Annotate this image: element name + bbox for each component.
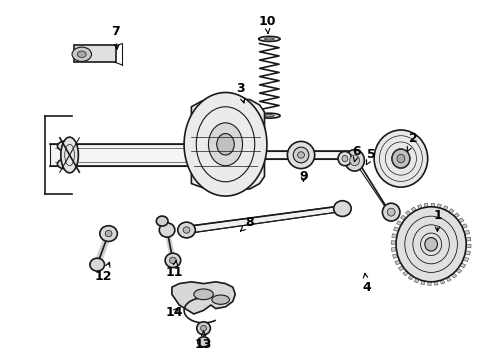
Polygon shape [440, 280, 445, 284]
Polygon shape [428, 282, 431, 285]
Polygon shape [464, 230, 470, 235]
Polygon shape [443, 206, 448, 210]
Ellipse shape [105, 230, 112, 237]
Text: 14: 14 [166, 306, 183, 319]
Ellipse shape [201, 325, 206, 331]
Ellipse shape [165, 253, 181, 267]
Ellipse shape [374, 130, 428, 187]
Text: 1: 1 [433, 209, 442, 231]
Bar [74, 45, 116, 63]
Polygon shape [187, 206, 343, 234]
Ellipse shape [382, 203, 400, 221]
Ellipse shape [197, 322, 210, 335]
Ellipse shape [212, 295, 229, 304]
Text: 13: 13 [195, 331, 212, 351]
Ellipse shape [293, 147, 309, 163]
Polygon shape [411, 207, 416, 212]
Ellipse shape [194, 289, 213, 300]
Polygon shape [454, 213, 459, 218]
Ellipse shape [297, 152, 304, 158]
Ellipse shape [387, 208, 395, 216]
Ellipse shape [170, 257, 176, 264]
Polygon shape [466, 244, 471, 248]
Text: 4: 4 [363, 273, 371, 294]
Polygon shape [403, 271, 409, 276]
Text: 3: 3 [236, 82, 245, 103]
Text: 10: 10 [258, 14, 276, 33]
Ellipse shape [156, 216, 168, 226]
Text: 9: 9 [299, 170, 308, 183]
Ellipse shape [397, 154, 405, 163]
Polygon shape [405, 211, 411, 216]
Text: 2: 2 [407, 132, 417, 152]
Polygon shape [462, 224, 467, 229]
Polygon shape [458, 218, 464, 223]
Polygon shape [421, 280, 425, 285]
Ellipse shape [288, 141, 315, 168]
Ellipse shape [338, 152, 352, 166]
Polygon shape [431, 203, 435, 207]
Polygon shape [50, 144, 192, 166]
Polygon shape [466, 237, 471, 241]
Text: 8: 8 [241, 216, 254, 231]
Polygon shape [400, 215, 406, 220]
Polygon shape [395, 260, 401, 265]
Ellipse shape [183, 227, 190, 233]
Polygon shape [465, 251, 470, 255]
Polygon shape [463, 257, 468, 262]
Ellipse shape [392, 149, 410, 168]
Polygon shape [392, 234, 397, 238]
Text: 5: 5 [367, 148, 376, 165]
Ellipse shape [334, 201, 351, 216]
Ellipse shape [396, 207, 466, 282]
Polygon shape [456, 269, 462, 273]
Polygon shape [414, 278, 419, 283]
Polygon shape [392, 248, 396, 251]
Ellipse shape [208, 123, 243, 166]
Polygon shape [398, 266, 404, 271]
Polygon shape [172, 282, 235, 314]
Ellipse shape [184, 93, 267, 196]
Text: 7: 7 [112, 25, 120, 49]
Ellipse shape [178, 222, 196, 238]
Ellipse shape [72, 47, 92, 62]
Ellipse shape [265, 38, 274, 40]
Polygon shape [424, 203, 428, 207]
Polygon shape [396, 221, 402, 226]
Ellipse shape [425, 238, 438, 251]
Polygon shape [408, 275, 414, 280]
Text: 12: 12 [95, 262, 113, 283]
Polygon shape [393, 227, 399, 231]
Ellipse shape [198, 337, 209, 347]
Ellipse shape [265, 114, 274, 117]
Polygon shape [391, 241, 396, 244]
Polygon shape [392, 254, 398, 258]
Polygon shape [437, 204, 441, 208]
Ellipse shape [217, 134, 234, 155]
Ellipse shape [159, 223, 175, 237]
Ellipse shape [61, 137, 78, 173]
Text: 6: 6 [353, 145, 361, 162]
Ellipse shape [342, 156, 348, 162]
Ellipse shape [57, 158, 77, 169]
Text: 11: 11 [166, 261, 183, 279]
Polygon shape [449, 209, 454, 213]
Polygon shape [460, 263, 465, 268]
Ellipse shape [57, 141, 77, 152]
Polygon shape [417, 204, 422, 209]
Polygon shape [192, 98, 265, 191]
Polygon shape [434, 281, 438, 285]
Polygon shape [265, 151, 352, 159]
Ellipse shape [90, 258, 104, 271]
Ellipse shape [345, 150, 365, 171]
Ellipse shape [259, 113, 280, 118]
Polygon shape [451, 273, 457, 278]
Ellipse shape [77, 51, 86, 58]
Ellipse shape [100, 226, 117, 242]
Ellipse shape [350, 155, 360, 166]
Ellipse shape [259, 36, 280, 41]
Polygon shape [446, 277, 451, 282]
